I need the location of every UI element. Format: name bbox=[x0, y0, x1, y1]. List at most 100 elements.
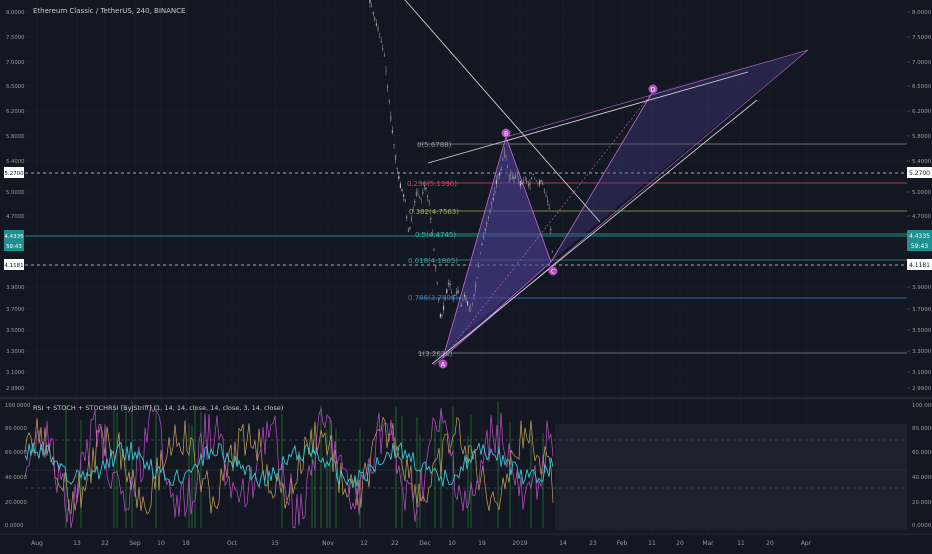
indicator-axis-left-label: 100.0000 bbox=[5, 403, 31, 409]
left-axis-label: 5.8000 bbox=[6, 134, 25, 140]
time-axis-label: 2019 bbox=[512, 540, 527, 547]
candle-body bbox=[430, 218, 432, 220]
left-tag-bottom: 4.1181 bbox=[4, 259, 24, 270]
fib-retracement[interactable]: 0(5.6788) 0.236(5.1396) 0.382(4.7563) 0.… bbox=[407, 141, 907, 358]
candle-body bbox=[515, 177, 517, 179]
indicator-axis-label: 0.0000 bbox=[912, 523, 932, 529]
candle-body bbox=[446, 289, 448, 294]
candle-body bbox=[383, 55, 385, 57]
candle-body bbox=[543, 189, 545, 191]
indicator-axis-left-label: 40.0000 bbox=[5, 475, 28, 481]
candle-body bbox=[375, 23, 377, 26]
candle-body bbox=[399, 183, 401, 189]
price-candles bbox=[369, 0, 553, 319]
fib-label-382: 0.382(4.7563) bbox=[409, 208, 459, 216]
candle-body bbox=[388, 100, 390, 102]
candle-body bbox=[412, 208, 414, 211]
trendline-upper[interactable] bbox=[427, 71, 749, 164]
candle-body bbox=[500, 169, 502, 170]
candle-body bbox=[460, 304, 462, 307]
price-tag-bottom-text: 4.1181 bbox=[909, 262, 930, 269]
time-axis-label: Sep bbox=[129, 540, 141, 547]
left-axis-label: 3.7000 bbox=[6, 307, 25, 313]
candle-body bbox=[527, 184, 529, 186]
fib-label-236: 0.236(5.1396) bbox=[407, 180, 457, 188]
point-c-label: C bbox=[551, 269, 555, 276]
left-tag-last-text: 4.4335 bbox=[4, 234, 24, 240]
pattern-xab bbox=[442, 135, 552, 360]
candle-body bbox=[551, 250, 553, 253]
candle-body bbox=[494, 190, 496, 194]
time-axis-label: Dec bbox=[419, 540, 431, 547]
indicator-axis-left-label: 60.0000 bbox=[5, 450, 28, 456]
candle-body bbox=[476, 277, 478, 278]
candle-body bbox=[438, 297, 440, 300]
candle-body bbox=[447, 283, 449, 284]
pattern-bd bbox=[505, 49, 809, 138]
fib-label-0: 0(5.6788) bbox=[417, 141, 452, 149]
candle-body bbox=[492, 197, 494, 200]
candle-body bbox=[411, 218, 413, 221]
time-axis-label: Mar bbox=[702, 540, 714, 547]
candle-body bbox=[462, 298, 464, 301]
time-axis-label: 18 bbox=[182, 540, 190, 547]
left-tag-top-text: 5.2700 bbox=[4, 171, 24, 177]
candle-body bbox=[491, 202, 493, 205]
price-tag-last: 4.4335 59:43 bbox=[907, 230, 932, 251]
pattern-outer bbox=[433, 49, 809, 366]
indicator-axis-right: 100.0000 80.0000 60.0000 40.0000 20.0000 0.00… bbox=[912, 403, 932, 529]
candle-body bbox=[454, 294, 456, 296]
price-axis-label: 4.7000 bbox=[912, 214, 932, 220]
price-axis-label: 6.2000 bbox=[912, 109, 932, 115]
fib-label-1: 1(3.2626) bbox=[418, 350, 453, 358]
time-axis-label: 22 bbox=[391, 540, 399, 547]
left-axis-label: 7.0000 bbox=[6, 60, 25, 66]
price-tag-last-text: 4.4335 bbox=[909, 233, 930, 240]
candle-body bbox=[382, 48, 384, 50]
indicator-axis-label: 20.0000 bbox=[912, 500, 932, 506]
candle-body bbox=[372, 12, 374, 14]
candle-body bbox=[529, 182, 531, 186]
trendline-down[interactable] bbox=[404, 0, 601, 223]
candle-body bbox=[423, 186, 425, 188]
candle-body bbox=[507, 165, 509, 168]
trendline-lower[interactable] bbox=[431, 99, 758, 365]
candle-body bbox=[457, 290, 459, 294]
candle-body bbox=[387, 86, 389, 88]
candle-body bbox=[478, 266, 480, 268]
price-axis-label: 3.5000 bbox=[912, 328, 932, 334]
left-axis-label: 5.0000 bbox=[6, 190, 25, 196]
indicator-pane[interactable]: RSI + STOCH + STOCHRSI [ByJStriff] (1, 1… bbox=[24, 401, 907, 530]
left-tag-top: 5.2700 bbox=[4, 167, 24, 178]
candle-body bbox=[487, 216, 489, 218]
candle-body bbox=[483, 236, 485, 238]
right-price-axis[interactable]: 8.0000 7.5000 7.0000 6.5000 6.2000 5.8000 5.40… bbox=[907, 10, 932, 392]
indicator-line bbox=[24, 441, 554, 489]
left-axis-label: 3.5000 bbox=[6, 328, 25, 334]
candle-body bbox=[428, 200, 430, 203]
candle-body bbox=[523, 181, 525, 183]
harmonic-pattern[interactable] bbox=[433, 49, 809, 366]
point-a[interactable]: A bbox=[438, 359, 448, 369]
candle-body bbox=[444, 297, 446, 298]
time-axis[interactable]: Aug 13 22 Sep 10 18 Oct 15 Nov 12 22 Dec 10 19 2019 14 2… bbox=[31, 540, 812, 547]
candle-body bbox=[404, 199, 406, 201]
left-axis-label: 6.2000 bbox=[6, 109, 25, 115]
price-axis-label: 5.4000 bbox=[912, 159, 932, 165]
time-axis-label: 14 bbox=[559, 540, 567, 547]
time-axis-label: 22 bbox=[101, 540, 109, 547]
point-c[interactable]: C bbox=[548, 266, 558, 276]
candle-body bbox=[403, 194, 405, 197]
point-b[interactable]: B bbox=[501, 128, 511, 138]
left-axis-label: 7.5000 bbox=[6, 35, 25, 41]
point-d[interactable]: D bbox=[648, 84, 658, 94]
candle-body bbox=[465, 296, 467, 301]
candle-body bbox=[475, 284, 477, 288]
candle-body bbox=[537, 182, 539, 184]
candle-body bbox=[379, 32, 381, 34]
price-tag-top-text: 5.2700 bbox=[909, 170, 930, 177]
candle-body bbox=[502, 158, 504, 161]
candle-body bbox=[510, 174, 512, 176]
